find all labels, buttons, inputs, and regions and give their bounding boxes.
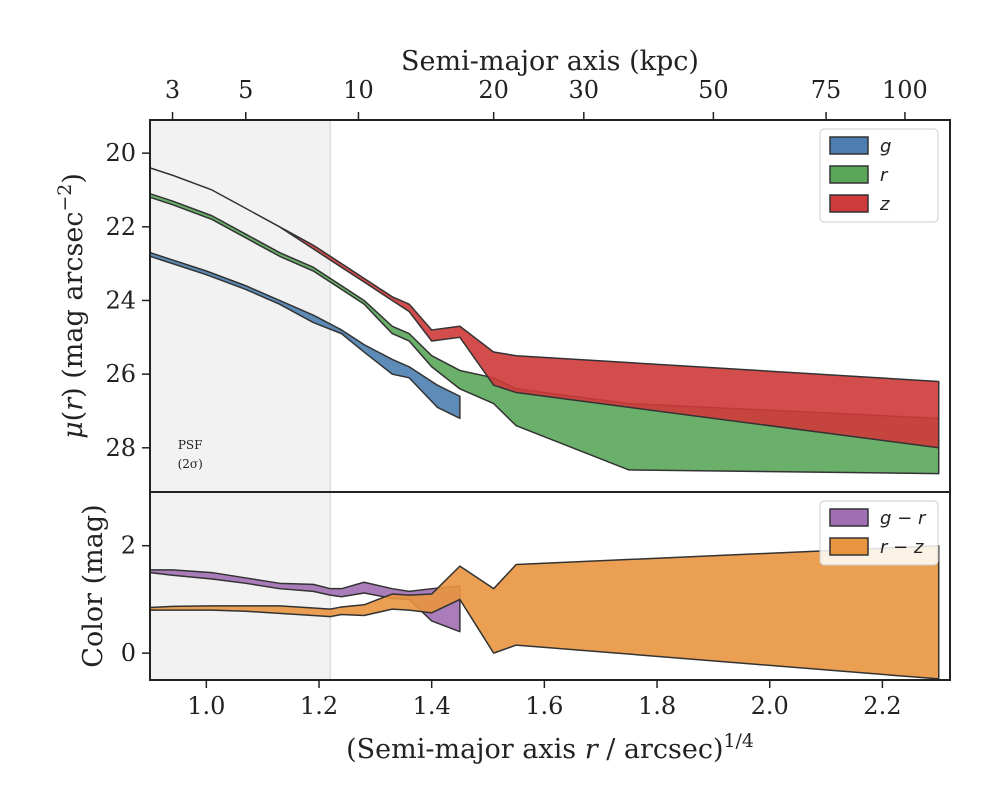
legend: grz [819,128,939,223]
psf-annotation: PSF [178,438,203,452]
legend-label: z [879,194,890,215]
legend-label: g [880,136,891,157]
legend-swatch [829,136,869,155]
legend-label: r [880,165,889,186]
series-band-rz [149,544,940,680]
top-axis-tick-label: 100 [882,76,928,104]
top-axis-tick-label: 10 [343,76,374,104]
series-band-g [149,251,461,420]
y-tick-label: 24 [105,286,136,314]
top-axis-label: Semi-major axis (kpc) [401,46,699,77]
y-tick-label: 20 [105,139,136,167]
legend-swatch [829,194,869,213]
y-tick-label: 28 [105,434,136,462]
y-tick-label: 2 [121,532,136,560]
y-axis-label: Color (mag) [78,504,109,667]
y-tick-label: 26 [105,360,136,388]
psf-region [150,120,331,492]
legend: g − r r − z [819,500,939,566]
x-tick-label: 1.8 [638,692,676,720]
y-tick-label: 0 [121,639,136,667]
top-axis-tick-label: 5 [238,76,253,104]
series-band-r [149,192,940,475]
top-axis-tick-label: 20 [478,76,509,104]
surface-brightness-panel: 20 22 24 26 28 μ(r) (mag arcsec−2) grz 3 5 10 20 30… [54,46,951,493]
y-tick-label: 22 [105,213,136,241]
x-tick-label: 1.2 [300,692,338,720]
top-axis-tick-label: 75 [811,76,842,104]
x-tick-label: 1.0 [187,692,225,720]
legend-label: g − r [880,508,927,529]
top-axis-tick-label: 50 [698,76,729,104]
color-panel: 0 2 Color (mag) g − r r − z 1.0 1.2 1.4 1.6 1.8 2.… [78,491,951,765]
x-axis-label: (Semi-major axis r / arcsec)1/4 [346,730,754,765]
x-tick-label: 1.6 [525,692,563,720]
series-band-gr [149,569,461,633]
legend-swatch [829,537,869,556]
top-axis-tick-label: 3 [165,76,180,104]
legend-label: r − z [880,537,924,558]
legend-swatch [829,165,869,184]
x-tick-label: 1.4 [413,692,451,720]
legend-swatch [829,508,869,527]
series-band-z [149,167,940,449]
top-axis-tick-label: 30 [569,76,600,104]
x-tick-label: 2.2 [863,692,901,720]
plot-frame [149,491,951,681]
y-axis-label: μ(r) (mag arcsec−2) [54,173,89,439]
x-tick-label: 2.0 [751,692,789,720]
psf-annotation-sigma: (2σ) [178,457,203,471]
